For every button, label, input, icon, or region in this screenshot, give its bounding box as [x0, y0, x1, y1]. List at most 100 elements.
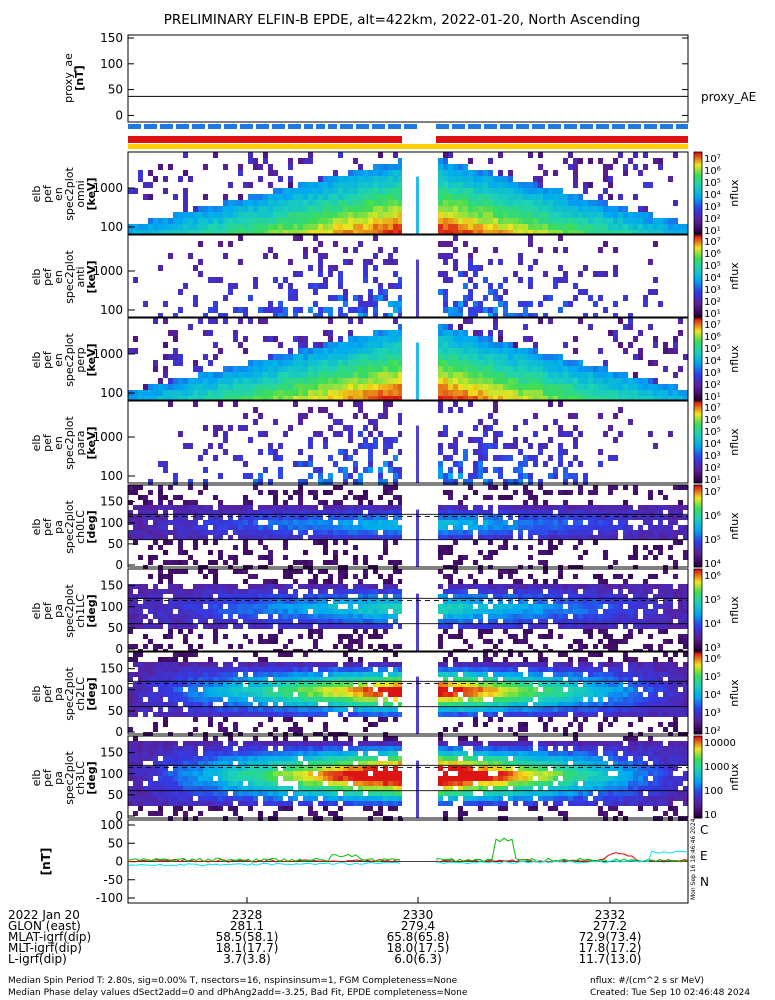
spectrogram-cell — [283, 515, 288, 520]
spectrogram-cell — [538, 188, 543, 194]
spectrogram-cell — [628, 384, 633, 390]
spectrogram-cell — [168, 520, 173, 525]
spectrogram-cell — [448, 277, 453, 283]
spectrogram-cell — [593, 574, 598, 579]
spectrogram-cell — [398, 158, 403, 164]
spectrogram-cell — [173, 360, 178, 366]
spectrogram-cell — [568, 525, 573, 530]
spectrogram-cell — [443, 152, 448, 158]
spectrogram-cell — [643, 384, 648, 390]
spectrogram-cell — [628, 614, 633, 619]
spectrogram-cell — [293, 295, 298, 301]
spectrogram-cell — [478, 378, 483, 384]
spectrogram-cell — [303, 360, 308, 366]
spectrogram-cell — [463, 599, 468, 604]
colorbar-cell — [694, 318, 702, 321]
spectrogram-cell — [648, 289, 653, 295]
spectrogram-cell — [383, 188, 388, 194]
colorbar-cell — [694, 213, 702, 217]
spectrogram-cell — [593, 614, 598, 619]
spectrogram-cell — [363, 313, 368, 319]
spectrogram-cell — [533, 230, 538, 236]
spectrogram-cell — [323, 569, 328, 574]
spectrogram-cell — [583, 390, 588, 396]
spectrogram-cell — [523, 604, 528, 609]
spectrogram-cell — [643, 535, 648, 540]
spectrogram-cell — [263, 525, 268, 530]
spectrogram-cell — [308, 560, 313, 565]
spectrogram-cell — [478, 604, 483, 609]
spectrogram-cell — [328, 609, 333, 614]
spectrogram-cell — [463, 348, 468, 354]
colorbar-cell — [694, 231, 702, 235]
spectrogram-cell — [293, 505, 298, 510]
spectrogram-cell — [468, 289, 473, 295]
panel-frame — [127, 400, 689, 484]
spectrogram-cell — [548, 520, 553, 525]
spectrogram-cell — [253, 520, 258, 525]
spectrogram-cell — [398, 396, 403, 402]
colorbar-cell — [694, 288, 702, 291]
spectrogram-cell — [153, 644, 158, 649]
spectrogram-cell — [183, 604, 188, 609]
spectrogram-cell — [233, 330, 238, 336]
spectrogram-cell — [538, 390, 543, 396]
spectrogram-cell — [463, 378, 468, 384]
spectrogram-cell — [558, 449, 563, 455]
spectrogram-cell — [128, 609, 133, 614]
spectrogram-cell — [613, 301, 618, 307]
spectrogram-cell — [483, 604, 488, 609]
spectrogram-cell — [678, 619, 683, 624]
spectrogram-cell — [343, 515, 348, 520]
spectrogram-cell — [208, 277, 213, 283]
spectrogram-cell — [548, 614, 553, 619]
spectrogram-cell — [438, 510, 443, 515]
spectrogram-cell — [143, 584, 148, 589]
colorbar-tick: 10⁵ — [704, 595, 721, 606]
spectrogram-cell — [163, 318, 168, 324]
spectrogram-cell — [228, 644, 233, 649]
spectrogram-cell — [213, 589, 218, 594]
spectrogram-cell — [298, 158, 303, 164]
spectrogram-cell — [168, 390, 173, 396]
spectrogram-cell — [258, 390, 263, 396]
spectrogram-cell — [228, 289, 233, 295]
spectrogram-cell — [303, 372, 308, 378]
spectrogram-cell — [318, 467, 323, 473]
spectrogram-cell — [648, 505, 653, 510]
spectrogram-cell — [498, 639, 503, 644]
spectrogram-cell — [328, 354, 333, 360]
spectrogram-cell — [228, 390, 233, 396]
spectrogram-cell — [273, 579, 278, 584]
spectrogram-cell — [478, 212, 483, 218]
spectrogram-cell — [303, 396, 308, 402]
spectrogram-cell — [178, 560, 183, 565]
spectrogram-cell — [443, 206, 448, 212]
spectrogram-cell — [583, 624, 588, 629]
spectrogram-cell — [393, 584, 398, 589]
spectrogram-cell — [558, 401, 563, 407]
spectrogram-cell — [658, 629, 663, 634]
spectrogram-cell — [258, 604, 263, 609]
colorbar-cell — [694, 634, 702, 638]
spectrogram-cell — [343, 594, 348, 599]
colorbar-cell — [694, 156, 702, 159]
spectrogram-cell — [343, 599, 348, 604]
spectrogram-cell — [193, 265, 198, 271]
spectrogram-cell — [218, 510, 223, 515]
colorbar-cell — [694, 243, 702, 246]
spectrogram-cell — [448, 624, 453, 629]
status-bar-blue-segment — [304, 124, 313, 129]
spectrogram-cell — [468, 265, 473, 271]
spectrogram-cell — [578, 206, 583, 212]
spectrogram-cell — [518, 599, 523, 604]
spectrogram-cell — [268, 510, 273, 515]
spectrogram-cell — [308, 614, 313, 619]
spectrogram-cell — [288, 396, 293, 402]
energy-spectrogram-panel: 1000100elbpefenspec2plotpara[keV]10⁷10⁶1… — [30, 400, 741, 486]
spectrogram-cell — [243, 212, 248, 218]
colorbar-cell — [694, 371, 702, 374]
spectrogram-cell — [398, 609, 403, 614]
spectrogram-cell — [178, 619, 183, 624]
spectrogram-cell — [443, 200, 448, 206]
